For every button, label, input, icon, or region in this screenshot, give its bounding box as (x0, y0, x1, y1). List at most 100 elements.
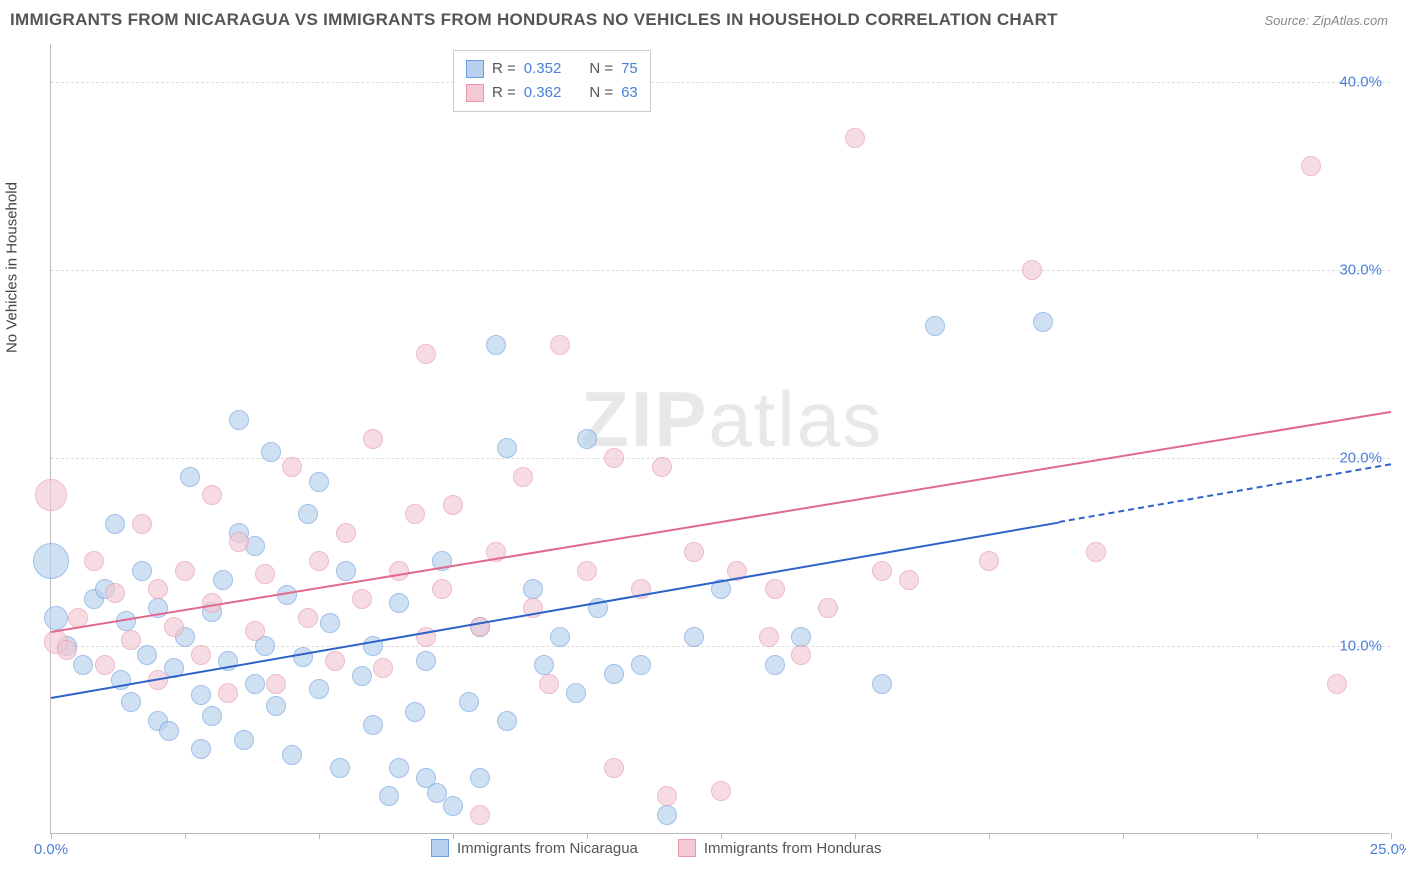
data-point (416, 344, 436, 364)
data-point (405, 702, 425, 722)
n-value: 75 (621, 57, 638, 81)
x-tick (989, 833, 990, 839)
n-value: 63 (621, 81, 638, 105)
data-point (282, 457, 302, 477)
watermark-text: ZIPatlas (581, 374, 883, 465)
data-point (389, 593, 409, 613)
data-point (245, 674, 265, 694)
legend-swatch (466, 84, 484, 102)
data-point (684, 627, 704, 647)
data-point (534, 655, 554, 675)
data-point (1301, 156, 1321, 176)
correlation-legend: R =0.352N =75R =0.362N =63 (453, 50, 651, 112)
data-point (845, 128, 865, 148)
data-point (566, 683, 586, 703)
data-point (1327, 674, 1347, 694)
data-point (1033, 312, 1053, 332)
data-point (132, 561, 152, 581)
trend-line (1059, 463, 1392, 523)
data-point (818, 598, 838, 618)
y-tick-label: 20.0% (1339, 449, 1382, 466)
r-label: R = (492, 81, 516, 105)
data-point (373, 658, 393, 678)
data-point (550, 627, 570, 647)
data-point (759, 627, 779, 647)
data-point (791, 627, 811, 647)
data-point (213, 570, 233, 590)
n-label: N = (589, 81, 613, 105)
data-point (652, 457, 672, 477)
data-point (416, 651, 436, 671)
data-point (765, 655, 785, 675)
y-tick-label: 10.0% (1339, 637, 1382, 654)
data-point (604, 664, 624, 684)
data-point (298, 608, 318, 628)
data-point (57, 640, 77, 660)
source-attribution: Source: ZipAtlas.com (1264, 13, 1388, 28)
data-point (497, 438, 517, 458)
data-point (202, 706, 222, 726)
legend-row: R =0.362N =63 (466, 81, 638, 105)
legend-item: Immigrants from Honduras (678, 839, 882, 857)
data-point (657, 786, 677, 806)
data-point (470, 768, 490, 788)
data-point (309, 679, 329, 699)
data-point (105, 514, 125, 534)
data-point (405, 504, 425, 524)
data-point (191, 645, 211, 665)
data-point (925, 316, 945, 336)
data-point (159, 721, 179, 741)
data-point (899, 570, 919, 590)
x-tick-label: 25.0% (1370, 841, 1406, 858)
data-point (657, 805, 677, 825)
data-point (711, 781, 731, 801)
series-legend: Immigrants from Nicaragua Immigrants from… (431, 839, 881, 857)
data-point (336, 561, 356, 581)
x-tick (1391, 833, 1392, 839)
legend-swatch (466, 60, 484, 78)
data-point (539, 674, 559, 694)
data-point (765, 579, 785, 599)
data-point (486, 335, 506, 355)
data-point (137, 645, 157, 665)
data-point (229, 410, 249, 430)
data-point (872, 561, 892, 581)
r-value: 0.352 (524, 57, 562, 81)
data-point (979, 551, 999, 571)
data-point (432, 579, 452, 599)
scatter-chart: ZIPatlas 10.0%20.0%30.0%40.0%0.0%25.0%R … (50, 44, 1390, 834)
data-point (1022, 260, 1042, 280)
data-point (791, 645, 811, 665)
data-point (202, 485, 222, 505)
data-point (443, 796, 463, 816)
data-point (282, 745, 302, 765)
x-tick (319, 833, 320, 839)
data-point (459, 692, 479, 712)
gridline (51, 646, 1390, 647)
data-point (164, 617, 184, 637)
gridline (51, 82, 1390, 83)
data-point (44, 606, 68, 630)
legend-item: Immigrants from Nicaragua (431, 839, 638, 857)
data-point (336, 523, 356, 543)
data-point (245, 621, 265, 641)
data-point (684, 542, 704, 562)
gridline (51, 270, 1390, 271)
data-point (577, 429, 597, 449)
data-point (95, 655, 115, 675)
legend-label: Immigrants from Honduras (704, 840, 882, 857)
legend-swatch (678, 839, 696, 857)
data-point (352, 589, 372, 609)
data-point (497, 711, 517, 731)
data-point (180, 467, 200, 487)
y-tick-label: 30.0% (1339, 261, 1382, 278)
data-point (33, 543, 69, 579)
data-point (175, 561, 195, 581)
x-tick (1123, 833, 1124, 839)
data-point (872, 674, 892, 694)
data-point (121, 692, 141, 712)
data-point (604, 448, 624, 468)
data-point (261, 442, 281, 462)
data-point (325, 651, 345, 671)
data-point (293, 647, 313, 667)
